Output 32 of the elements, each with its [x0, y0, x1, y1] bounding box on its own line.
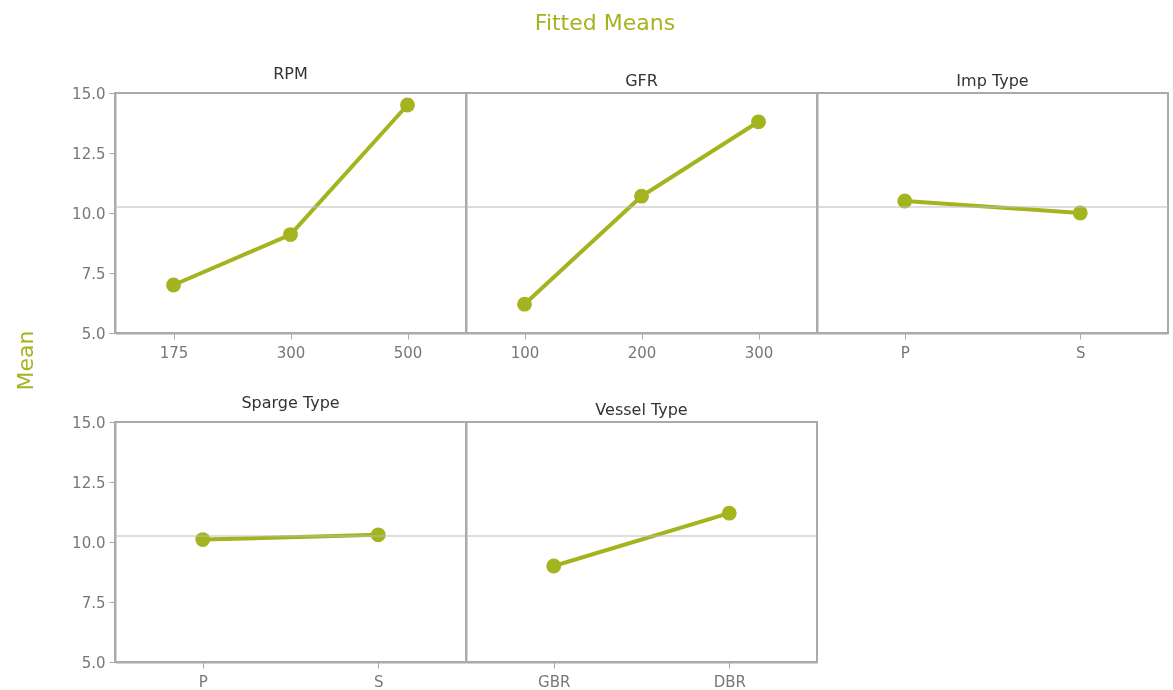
y-tick-label: 15.0: [72, 413, 106, 432]
x-tick-label: 175: [159, 343, 189, 362]
y-tick-label: 10.0: [72, 204, 106, 223]
x-tick-label: P: [198, 672, 208, 690]
text: Fitted Means: [533, 10, 677, 35]
y-tick-label: 5.0: [81, 653, 106, 672]
point: [166, 277, 181, 293]
x-tick-label: 100: [510, 343, 540, 362]
chart-title: GFR: [625, 71, 658, 90]
y-tick-label: 10.0: [72, 533, 106, 552]
x-tick-label: 300: [744, 343, 774, 362]
x-tick-label: 200: [627, 343, 657, 362]
y-tick-label: 5.0: [81, 324, 106, 343]
x-tick-label: P: [900, 343, 910, 362]
point: [400, 97, 415, 113]
chart-title: Sparge Type: [241, 393, 340, 412]
y-tick-label: 7.5: [81, 264, 106, 283]
y-tick-label: 12.5: [72, 473, 106, 492]
y-tick-label: 12.5: [72, 144, 106, 163]
chart-title: Imp Type: [956, 71, 1029, 90]
y-axis-title: Mean: [12, 330, 38, 391]
x-tick-label: 300: [276, 343, 306, 362]
x-tick-label: S: [1075, 343, 1086, 362]
x-tick-label: S: [373, 672, 384, 690]
x-tick-label: GBR: [538, 672, 571, 690]
x-tick-label: DBR: [713, 672, 746, 690]
chart-title: Vessel Type: [595, 400, 688, 419]
y-tick-label: 7.5: [81, 593, 106, 612]
chart-title: RPM: [273, 64, 308, 83]
point: [283, 227, 298, 242]
x-tick-label: 500: [393, 343, 423, 362]
y-tick-label: 15.0: [72, 84, 106, 103]
